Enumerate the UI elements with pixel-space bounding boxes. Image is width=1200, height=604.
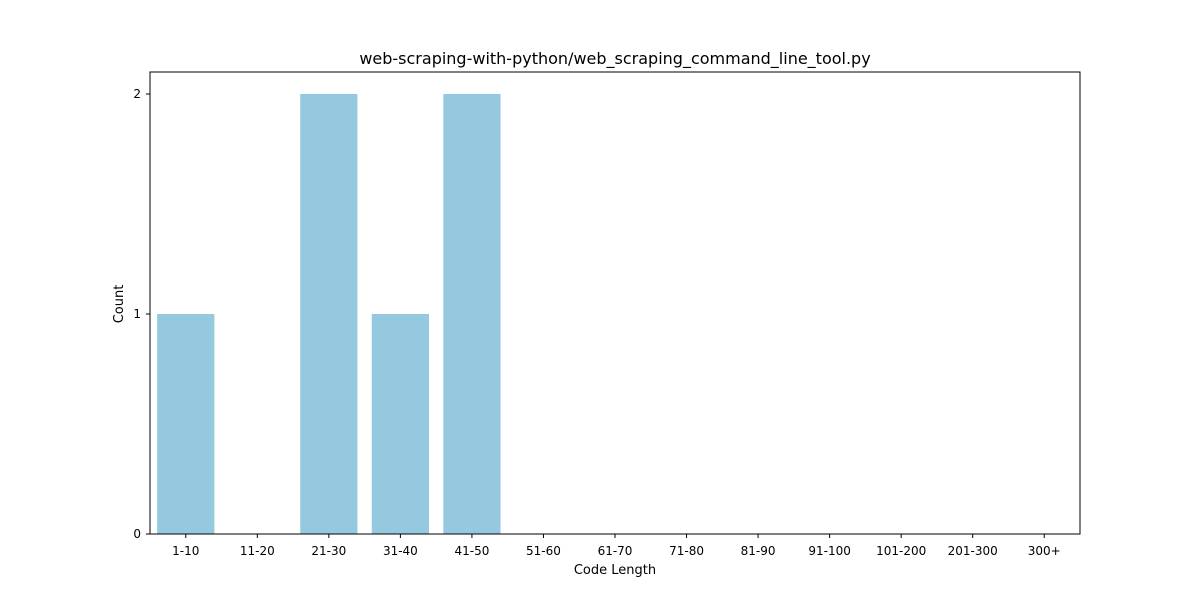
x-tick-label: 101-200 [876, 544, 926, 558]
ticks-layer: 1-10 11-20 21-30 31-40 41-50 51-60 61-70 71-80 8… [133, 87, 1060, 558]
bars-layer [157, 94, 501, 534]
bar-31-40 [371, 314, 429, 534]
x-tick-label: 300+ [1028, 544, 1061, 558]
bar-41-50 [443, 94, 501, 534]
x-tick-label: 51-60 [526, 544, 561, 558]
x-tick-label: 81-90 [741, 544, 776, 558]
chart-title: web-scraping-with-python/web_scraping_co… [359, 49, 870, 69]
x-axis-label: Code Length [574, 563, 656, 578]
plot-frame [149, 71, 1081, 535]
y-tick-label: 0 [133, 527, 141, 541]
y-tick-label: 2 [133, 87, 141, 101]
x-tick-label: 21-30 [311, 544, 346, 558]
bar-1-10 [157, 314, 215, 534]
y-tick-label: 1 [133, 307, 141, 321]
x-tick-label: 61-70 [598, 544, 633, 558]
x-tick-label: 31-40 [383, 544, 418, 558]
x-tick-label: 91-100 [808, 544, 851, 558]
x-tick-label: 11-20 [240, 544, 275, 558]
bar-21-30 [300, 94, 358, 534]
y-axis-label: Count [112, 285, 127, 324]
x-tick-label: 1-10 [172, 544, 199, 558]
x-tick-label: 71-80 [669, 544, 704, 558]
x-tick-label: 41-50 [454, 544, 489, 558]
x-tick-label: 201-300 [948, 544, 998, 558]
